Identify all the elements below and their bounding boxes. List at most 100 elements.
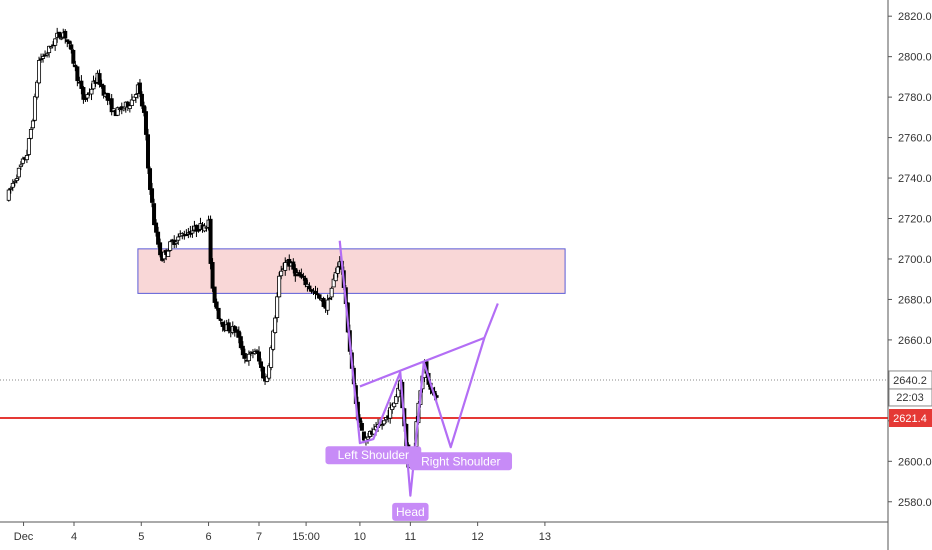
resistance-zone-box (137, 248, 566, 294)
x-tick-label: 12 (472, 531, 484, 543)
y-tick-label: 2800.0 (898, 52, 932, 64)
candle-body (392, 402, 397, 408)
pattern-label: Left Shoulder (338, 448, 409, 462)
candle-body (212, 286, 217, 303)
candle-body (246, 353, 251, 362)
candle-body (214, 301, 219, 309)
y-tick-label: 2580.0 (898, 497, 932, 509)
candle-body (259, 361, 264, 368)
candle-body (184, 234, 189, 236)
candle-body (317, 294, 322, 299)
pattern-label-bg (409, 452, 513, 471)
price-tags-layer: 2640.2 22:03 2621.4 (888, 370, 932, 428)
candle-body (30, 120, 35, 129)
pattern-label: Right Shoulder (421, 454, 500, 468)
candle-body (256, 351, 261, 362)
candle-body (8, 187, 13, 190)
y-tick-label: 2600.0 (898, 456, 932, 468)
x-tick-label: 11 (405, 531, 416, 543)
horizontal-lines-layer (0, 379, 888, 420)
current-price-tag: 2640.2 (893, 375, 927, 387)
candle-body (28, 129, 33, 139)
candle-body (168, 241, 173, 251)
candle-body (194, 224, 199, 232)
candle-body (242, 353, 247, 359)
candle-body (109, 98, 114, 113)
candle-body (89, 88, 94, 95)
candle-body (361, 431, 366, 441)
candle-body (127, 105, 132, 109)
pattern-label: Head (396, 505, 425, 519)
pattern-neckline (359, 336, 485, 388)
candle-body (273, 317, 278, 334)
candle-body (394, 396, 399, 404)
candle-body (325, 299, 330, 311)
candle-body (49, 46, 54, 49)
candle-body (148, 168, 153, 190)
candle-body (39, 58, 44, 61)
y-tick-label: 2740.0 (898, 173, 932, 185)
y-tick-label: 2660.0 (898, 335, 932, 347)
candle-body (75, 66, 80, 82)
candle-body (267, 365, 272, 379)
candle-body (97, 73, 102, 85)
candle-body (129, 99, 134, 106)
y-tick-label: 2680.0 (898, 294, 932, 306)
x-tick-label: 4 (71, 531, 77, 543)
candle-body (359, 423, 364, 431)
candle-body (101, 85, 106, 96)
candle-body (47, 45, 52, 54)
candle-body (81, 87, 86, 100)
candle-body (111, 108, 116, 112)
candle-body (303, 277, 308, 286)
x-tick-label: 5 (138, 531, 144, 543)
x-tick-label: Dec (14, 531, 34, 543)
x-tick-label: 13 (539, 531, 551, 543)
y-tick-label: 2700.0 (898, 254, 932, 266)
candle-body (73, 64, 78, 68)
candle-body (18, 164, 23, 167)
y-tick-label: 2820.0 (898, 11, 932, 23)
candle-body (71, 49, 76, 64)
candle-body (154, 222, 159, 233)
candle-body (335, 266, 340, 274)
boxes-layer (137, 248, 566, 294)
candle-body (37, 60, 42, 84)
y-tick-label: 2720.0 (898, 214, 932, 226)
candle-body (218, 318, 223, 321)
candle-body (63, 30, 68, 39)
candle-body (10, 182, 15, 188)
candle-body (226, 322, 231, 332)
pattern-zigzag-line (338, 240, 499, 497)
pattern-layer (338, 240, 499, 497)
candle-body (137, 82, 142, 95)
pattern-labels-layer: Left Shoulder Head Right Shoulder (325, 446, 513, 521)
candle-body (145, 134, 150, 169)
candle-body (382, 420, 387, 425)
candle-body (85, 94, 90, 99)
candle-body (69, 44, 74, 50)
candle-body (53, 38, 58, 46)
candle-body (261, 366, 266, 379)
candle-body (14, 178, 19, 181)
candle-body (156, 231, 161, 245)
candle-body (283, 262, 288, 271)
candle-body (365, 436, 370, 440)
candle-body (331, 278, 336, 288)
x-axis: Dec 4 5 6 7 15:00 10 11 12 13 (14, 522, 551, 543)
support-price-tag-bg (889, 409, 932, 428)
candle-body (79, 80, 84, 89)
candle-body (327, 297, 332, 300)
candle-body (307, 285, 312, 290)
candle-body (275, 296, 280, 318)
countdown-tag-bg (888, 388, 932, 407)
x-tick-label: 6 (205, 531, 211, 543)
countdown-tag: 22:03 (896, 392, 924, 404)
candle-body (121, 107, 126, 111)
candle-body (269, 347, 274, 368)
candle-body (32, 96, 37, 121)
candle-body (158, 242, 163, 256)
pattern-label-bg (325, 446, 422, 465)
x-tick-label: 15:00 (292, 531, 320, 543)
